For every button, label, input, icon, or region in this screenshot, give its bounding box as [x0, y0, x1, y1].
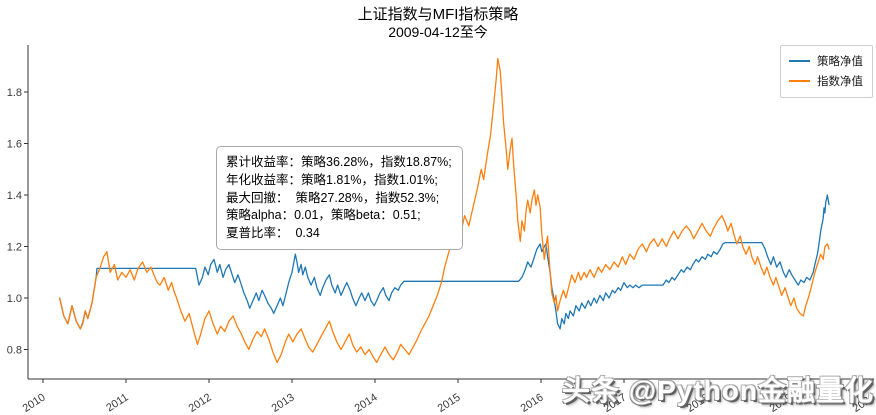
legend-label-index: 指数净值	[817, 76, 863, 88]
stat-alpha-beta: 策略alpha：0.01，策略beta：0.51;	[226, 208, 421, 223]
index-line-swatch	[789, 80, 810, 82]
axis-spines	[27, 45, 874, 380]
y-tick-label: 1.2	[7, 241, 22, 253]
strategy-series-line	[58, 194, 830, 330]
chart-title: 上证指数与MFI指标策略 2009-04-12至今	[0, 6, 876, 41]
x-tick-label: 2016	[519, 391, 546, 414]
y-tick-label: 1.0	[7, 293, 22, 305]
stat-max-drawdown: 最大回撤： 策略27.28%，指数52.3%;	[226, 190, 440, 205]
y-tick-label: 0.8	[7, 344, 22, 356]
legend-item-strategy: 策略净值	[789, 51, 863, 71]
x-tick-label: 2010	[21, 391, 48, 414]
performance-stats-box: 累计收益率：策略36.28%，指数18.87%; 年化收益率：策略1.81%，指…	[216, 146, 463, 250]
chart-title-line2: 2009-04-12至今	[388, 24, 488, 41]
legend-item-index: 指数净值	[789, 71, 863, 91]
legend: 策略净值 指数净值	[780, 45, 873, 98]
y-tick-label: 1.6	[7, 138, 22, 150]
stat-sharpe-ratio: 夏普比率： 0.34	[226, 226, 320, 240]
stat-annualized-return: 年化收益率：策略1.81%，指数1.01%;	[226, 172, 438, 187]
legend-label-strategy: 策略净值	[817, 56, 863, 68]
y-tick-label: 1.8	[7, 87, 22, 99]
y-tick-label: 1.4	[7, 190, 22, 202]
x-tick-label: 2015	[436, 391, 463, 414]
x-tick-label: 2013	[270, 391, 297, 414]
strategy-line-swatch	[789, 60, 810, 62]
x-tick-label: 2012	[187, 391, 214, 414]
chart-title-line1: 上证指数与MFI指标策略	[357, 6, 519, 23]
x-tick-label: 2014	[353, 391, 380, 414]
index-series-line	[58, 57, 830, 364]
watermark-text: 头条 @Python金融量化	[562, 375, 874, 406]
x-tick-label: 2011	[104, 391, 130, 414]
stat-cumulative-return: 累计收益率：策略36.28%，指数18.87%;	[226, 155, 452, 169]
